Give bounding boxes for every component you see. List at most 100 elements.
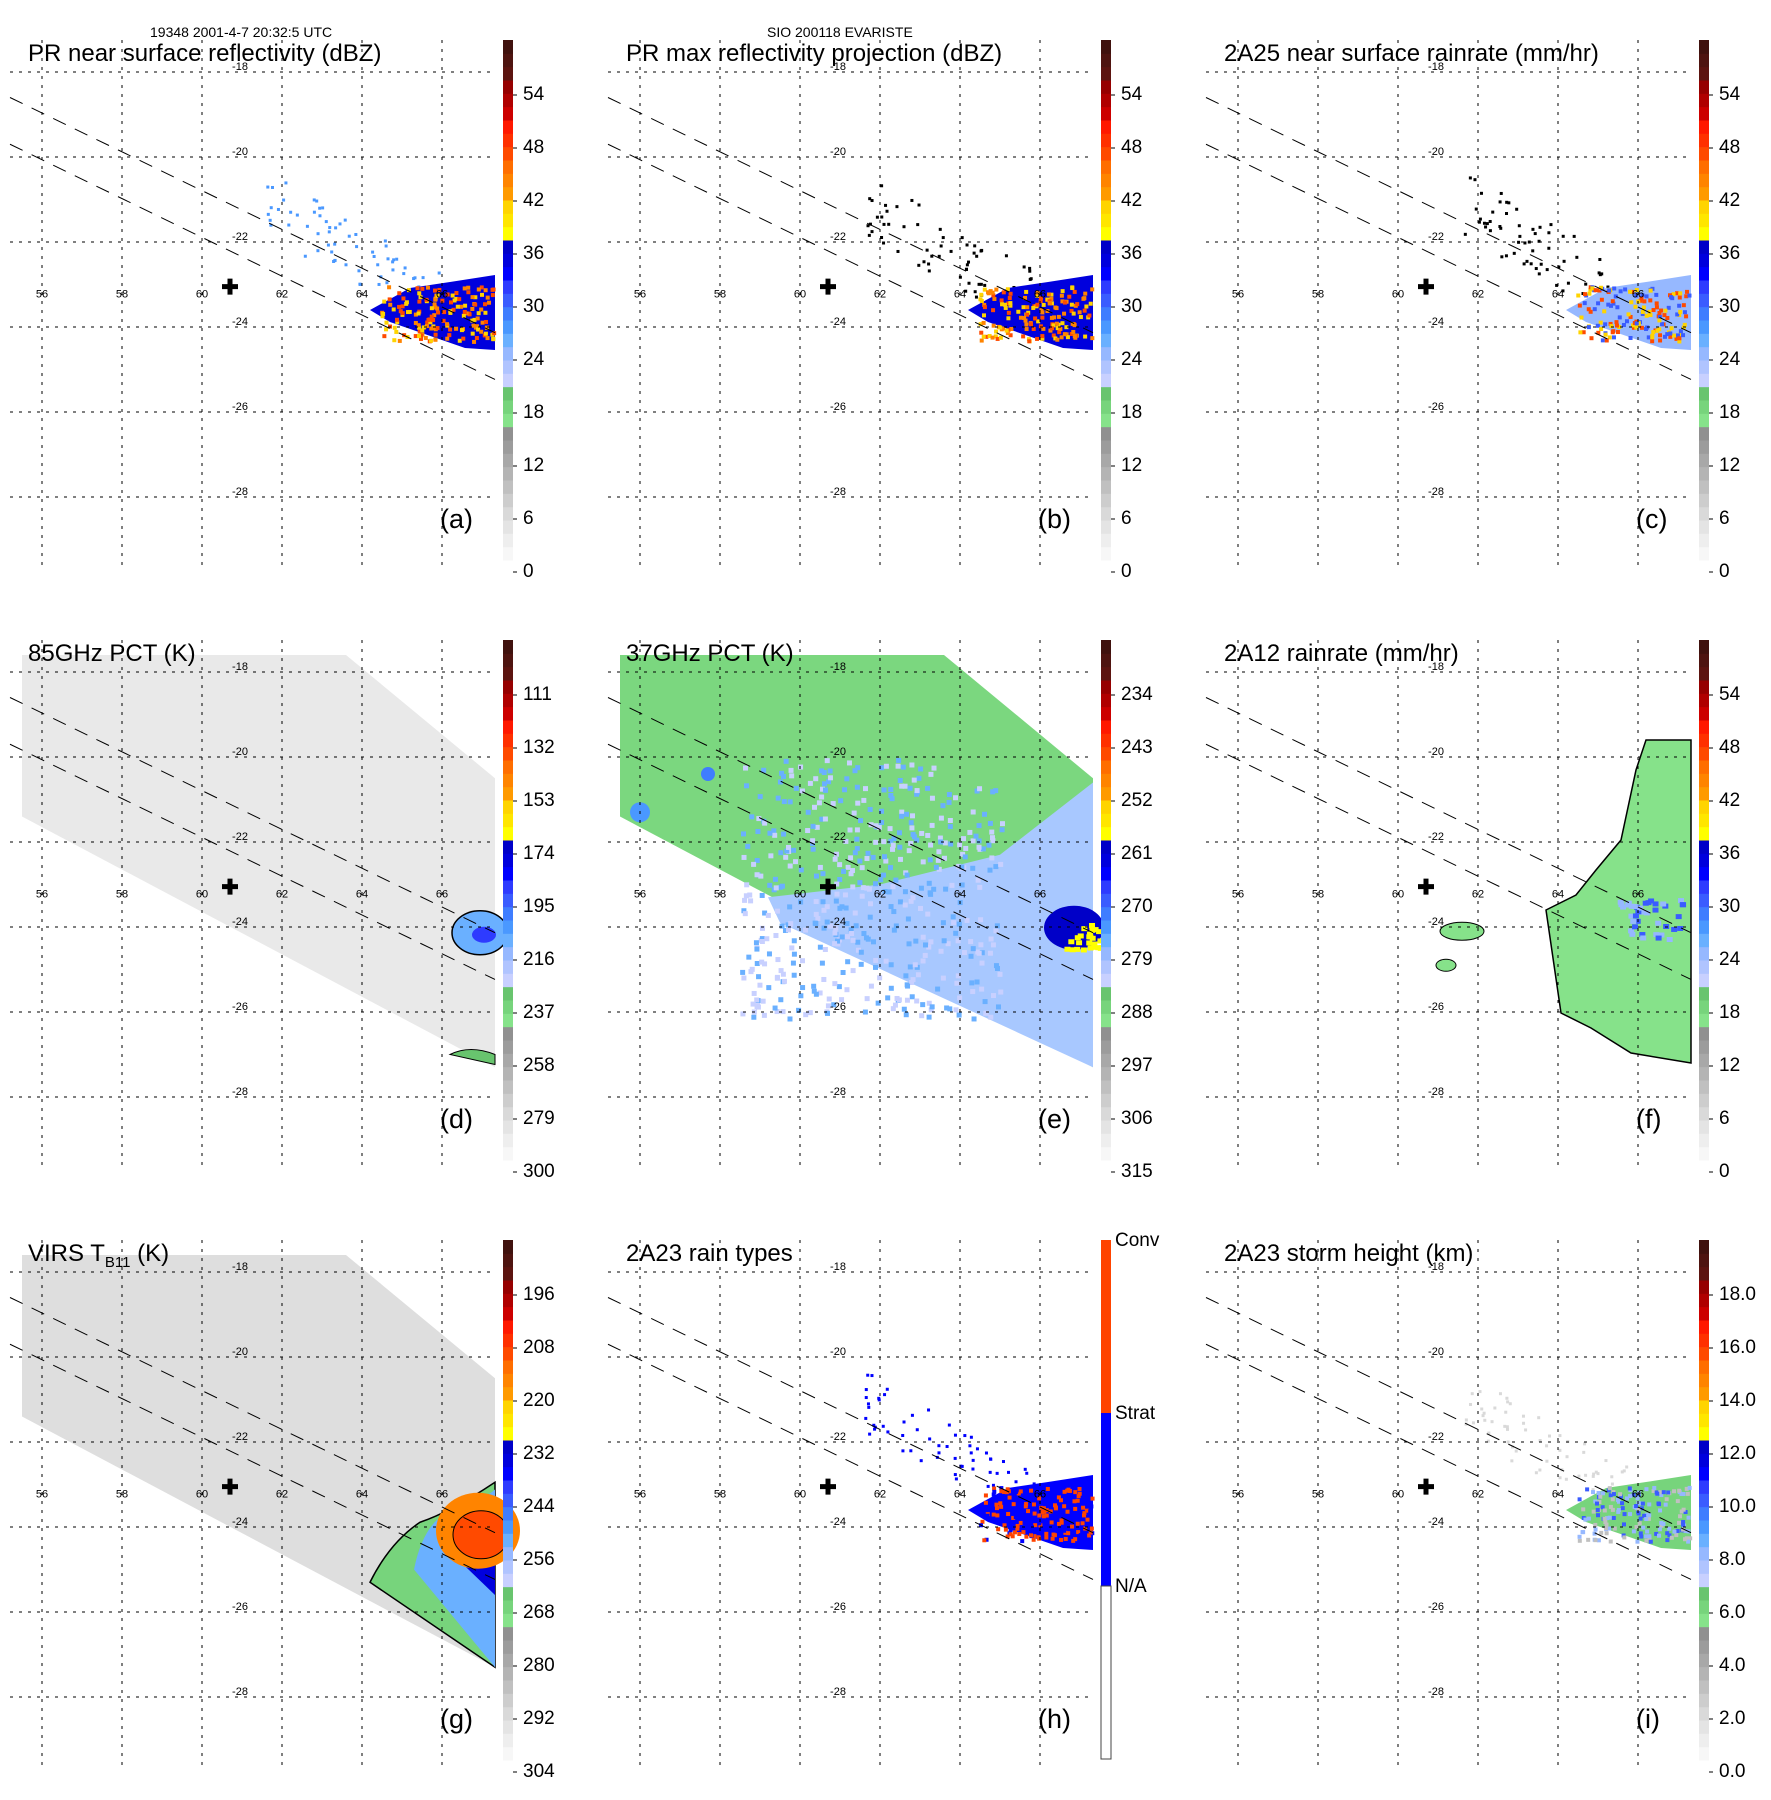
echo-pixel	[386, 257, 390, 261]
colorbar-band	[1699, 1426, 1709, 1441]
pixel	[937, 835, 943, 841]
pixel	[765, 912, 771, 918]
echo-pixel	[916, 223, 920, 227]
echo-pixel	[377, 282, 381, 286]
echo-pixel	[1001, 290, 1006, 295]
echo-pixel	[1040, 1501, 1045, 1506]
echo-pixel	[1644, 1538, 1649, 1543]
lon-tick-label: 62	[1472, 888, 1484, 900]
colorbar-band	[1699, 1693, 1709, 1708]
echo-pixel	[1515, 207, 1519, 211]
echo-pixel	[1050, 1515, 1055, 1520]
echo-pixel	[1611, 1515, 1616, 1520]
echo-pixel	[1060, 299, 1065, 304]
echo-pixel	[1667, 1526, 1672, 1531]
echo-pixel	[1028, 266, 1032, 270]
echo-pixel	[435, 293, 440, 298]
storm-center-plus-icon	[820, 278, 836, 295]
echo-pixel	[1483, 1418, 1487, 1422]
pixel	[1660, 901, 1667, 907]
echo-pixel	[312, 198, 316, 202]
colorbar-band	[1101, 120, 1111, 134]
lat-tick-label: -22	[1428, 231, 1444, 243]
lat-tick-label: -22	[232, 831, 248, 843]
lat-tick-label: -28	[830, 1686, 846, 1698]
echo-pixel	[1073, 1506, 1078, 1511]
echo-pixel	[1482, 221, 1486, 225]
echo-pixel	[980, 248, 984, 252]
echo-pixel	[1645, 325, 1650, 330]
colorbar-band	[1101, 453, 1111, 468]
echo-pixel	[483, 331, 488, 336]
pixel	[814, 824, 820, 830]
echo-pixel	[1037, 1513, 1042, 1518]
colorbar-band	[503, 386, 513, 401]
pixel	[949, 882, 955, 888]
colorbar-tick-label: 8.0	[1719, 1549, 1746, 1570]
pixel	[974, 979, 980, 985]
rain-cell	[1435, 958, 1457, 972]
swath-edge-line	[1205, 743, 1692, 980]
colorbar-band	[1101, 666, 1111, 681]
colorbar-band	[1101, 320, 1111, 334]
colorbar-band	[503, 1653, 513, 1668]
colorbar-tick-label: 42	[1719, 190, 1741, 211]
echo-pixel	[435, 310, 440, 315]
pixel	[953, 795, 959, 801]
echo-pixel	[1084, 1508, 1089, 1513]
colorbar-tick-label: 237	[523, 1002, 555, 1023]
echo-pixel	[1686, 1515, 1691, 1520]
echo-pixel	[1614, 323, 1619, 328]
echo-pixel	[1677, 336, 1682, 341]
pixel	[941, 855, 947, 861]
echo-pixel	[1677, 295, 1682, 300]
echo-pixel	[433, 332, 438, 337]
colorbar-band	[503, 680, 513, 694]
pixel	[778, 997, 784, 1003]
echo-pixel	[1684, 1486, 1689, 1491]
pixel	[940, 920, 946, 926]
colorbar-tick-label: 36	[1719, 243, 1741, 264]
echo-pixel	[1596, 330, 1601, 335]
echo-pixel	[470, 331, 475, 336]
echo-pixel	[327, 230, 331, 234]
echo-pixel	[1600, 338, 1605, 343]
echo-pixel	[866, 224, 870, 228]
colorbar-band	[1101, 706, 1111, 721]
lon-tick-label: 56	[1232, 888, 1244, 900]
echo-pixel	[1681, 303, 1686, 308]
swath-edge-line	[607, 97, 1094, 334]
pixel	[882, 888, 888, 894]
echo-pixel	[986, 290, 991, 295]
echo-pixel	[284, 181, 288, 185]
lat-tick-label: -26	[830, 401, 846, 413]
panel-letter-label: (e)	[1038, 1104, 1071, 1134]
echo-pixel	[1665, 332, 1670, 337]
echo-pixel	[1032, 1511, 1037, 1516]
echo-pixel	[1479, 191, 1483, 195]
echo-pixel	[1684, 294, 1689, 299]
lat-tick-label: -24	[232, 1516, 248, 1528]
echo-pixel	[1591, 1509, 1596, 1514]
pixel	[815, 916, 821, 922]
pixel	[940, 975, 946, 981]
echo-pixel	[1575, 255, 1579, 259]
pixel	[832, 981, 838, 987]
echo-pixel	[1031, 326, 1036, 331]
echo-pixel	[1593, 1538, 1598, 1543]
colorbar-band	[503, 53, 513, 68]
echo-pixel	[1565, 1455, 1569, 1459]
colorbar-band	[1699, 1240, 1709, 1254]
pixel	[997, 971, 1003, 977]
echo-pixel	[1016, 1515, 1021, 1520]
echo-pixel	[1044, 1494, 1049, 1499]
pixel	[951, 920, 957, 926]
echo-pixel	[1049, 296, 1054, 301]
pixel	[751, 1014, 757, 1020]
pixel	[853, 923, 859, 929]
echo-pixel	[1499, 226, 1503, 230]
echo-pixel	[1644, 313, 1649, 318]
echo-pixel	[1611, 1492, 1616, 1497]
pixel	[902, 889, 908, 895]
lon-tick-label: 60	[1392, 888, 1404, 900]
